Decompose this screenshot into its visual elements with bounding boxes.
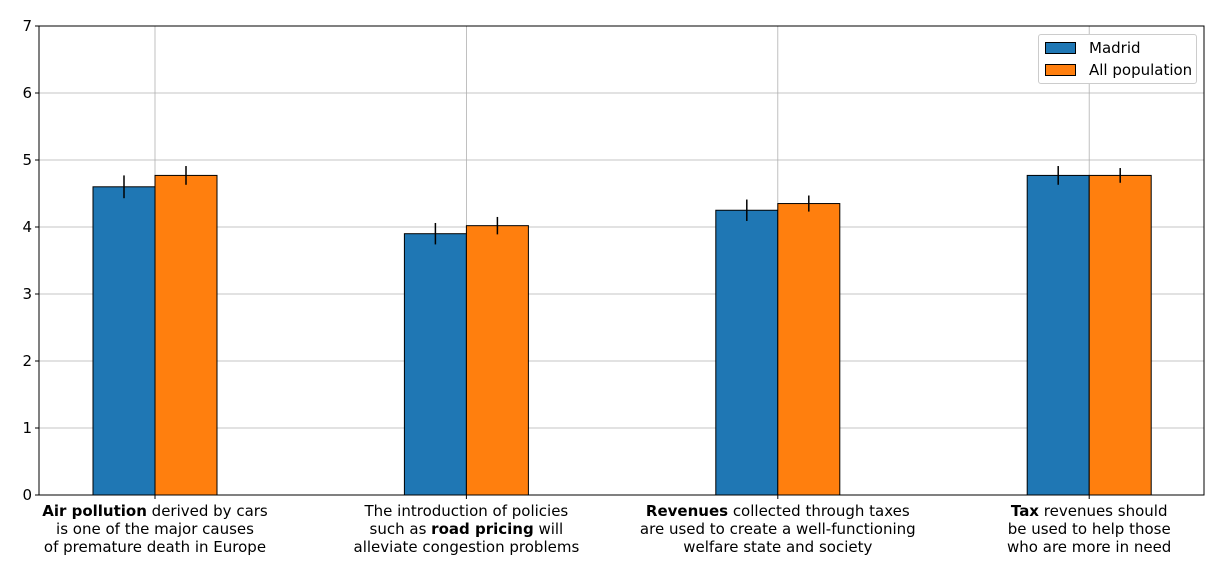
bar-all-population-2 [777, 203, 841, 496]
y-tick-label: 4 [22, 218, 32, 236]
legend-label-madrid: Madrid [1089, 39, 1141, 57]
bar-madrid-0 [92, 186, 156, 496]
y-tick-label: 7 [22, 17, 32, 35]
y-tick-label: 2 [22, 352, 32, 370]
legend-swatch-madrid [1045, 42, 1076, 54]
bar-madrid-1 [403, 233, 467, 496]
x-tick-label-1: The introduction of policies such as road… [353, 502, 580, 556]
y-tick-label: 0 [22, 486, 32, 504]
plot-frame [38, 25, 1205, 496]
bar-madrid-2 [715, 209, 779, 496]
y-tick-label: 1 [22, 419, 32, 437]
error-bars [123, 166, 1121, 245]
grid-lines [39, 25, 1204, 496]
y-tick-label: 5 [22, 151, 32, 169]
y-axis-ticks: 0 1 2 3 4 5 6 7 [22, 17, 1090, 504]
bar-all-population-1 [465, 225, 529, 496]
legend-item-all-population: All population [1045, 61, 1192, 79]
legend-item-madrid: Madrid [1045, 39, 1141, 57]
bars [92, 174, 1152, 496]
bar-all-population-0 [154, 174, 218, 496]
x-tick-label-3: Tax revenues should be used to help those… [1007, 502, 1172, 556]
bar-all-population-3 [1088, 174, 1152, 496]
y-tick-label: 3 [22, 285, 32, 303]
y-tick-label: 6 [22, 84, 32, 102]
x-tick-label-0: Air pollution derived by cars is one of t… [42, 502, 268, 556]
bar-madrid-3 [1026, 174, 1090, 496]
legend-label-all-population: All population [1089, 61, 1193, 79]
legend: Madrid All population [1038, 34, 1197, 84]
x-tick-label-2: Revenues collected through taxes are used… [639, 502, 916, 556]
legend-swatch-all-population [1045, 64, 1076, 76]
